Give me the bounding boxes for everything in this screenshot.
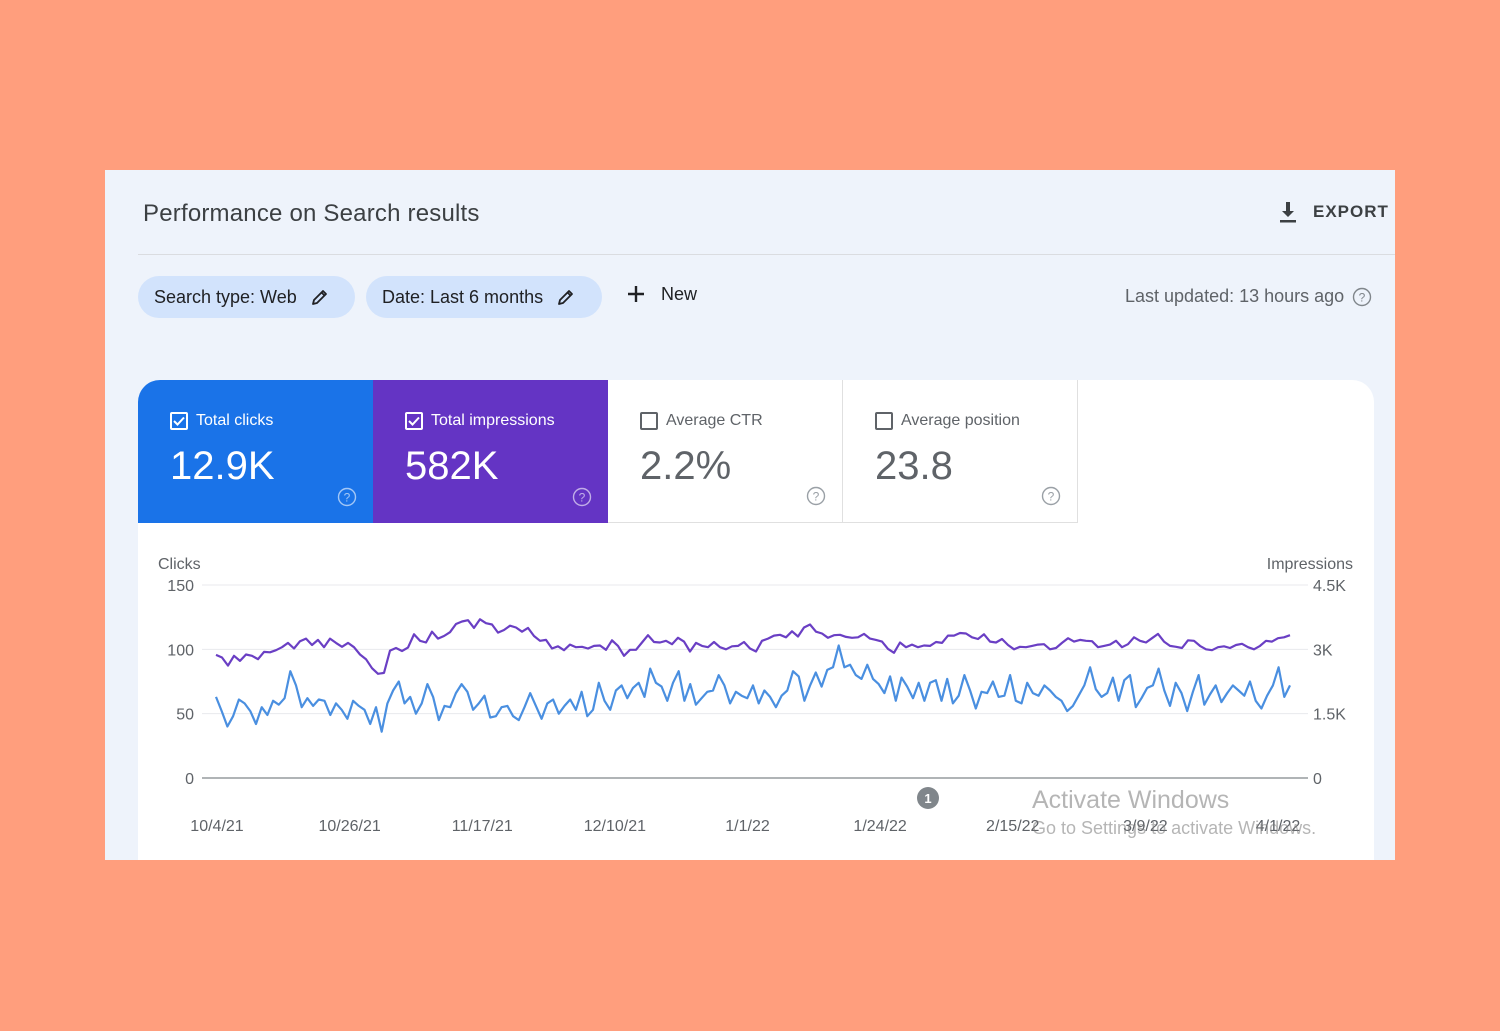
metric-value: 23.8 bbox=[875, 444, 953, 488]
metric-average-ctr[interactable]: Average CTR 2.2% ? bbox=[608, 380, 843, 523]
x-tick-label: 1/24/22 bbox=[853, 818, 906, 835]
y-left-axis-label: Clicks bbox=[158, 556, 201, 573]
help-icon[interactable]: ? bbox=[572, 487, 592, 507]
search-type-filter-chip[interactable]: Search type: Web bbox=[138, 276, 355, 318]
metric-total-impressions[interactable]: Total impressions 582K ? bbox=[373, 380, 608, 523]
activate-windows-watermark: Activate Windows bbox=[1032, 786, 1230, 814]
help-icon[interactable]: ? bbox=[1352, 287, 1372, 307]
x-tick-label: 11/17/21 bbox=[452, 818, 513, 835]
metric-value: 582K bbox=[405, 444, 499, 488]
x-tick-label: 10/26/21 bbox=[318, 818, 380, 835]
y-left-tick-label: 150 bbox=[167, 578, 194, 595]
svg-text:?: ? bbox=[1359, 290, 1366, 304]
svg-text:?: ? bbox=[344, 491, 351, 505]
date-filter-chip[interactable]: Date: Last 6 months bbox=[366, 276, 602, 318]
performance-panel: Performance on Search results EXPORT Sea… bbox=[105, 170, 1395, 860]
checkbox-unchecked-icon[interactable] bbox=[875, 412, 893, 430]
svg-text:?: ? bbox=[1048, 490, 1055, 504]
metric-label: Average position bbox=[901, 412, 1020, 429]
metric-value: 12.9K bbox=[170, 444, 275, 488]
metric-average-position[interactable]: Average position 23.8 ? bbox=[843, 380, 1078, 523]
page-title: Performance on Search results bbox=[143, 200, 480, 227]
y-right-tick-label: 4.5K bbox=[1313, 578, 1346, 595]
x-tick-label: 12/10/21 bbox=[584, 818, 646, 835]
annotation-marker: 1 bbox=[917, 787, 939, 809]
annotation-marker-circle[interactable] bbox=[917, 787, 939, 809]
checkbox-unchecked-icon[interactable] bbox=[640, 412, 658, 430]
y-left-tick-label: 0 bbox=[185, 771, 194, 788]
export-label: EXPORT bbox=[1313, 202, 1389, 221]
pencil-icon bbox=[558, 290, 573, 305]
x-tick-label: 3/9/22 bbox=[1123, 818, 1168, 835]
checkbox-checked-icon[interactable] bbox=[170, 412, 188, 430]
activate-windows-hint: Go to Settings to activate Windows. bbox=[1032, 818, 1317, 838]
annotation-marker-label: 1 bbox=[924, 791, 931, 806]
svg-text:?: ? bbox=[813, 490, 820, 504]
checkbox-checked-icon[interactable] bbox=[405, 412, 423, 430]
x-tick-label: 4/1/22 bbox=[1256, 818, 1301, 835]
y-right-tick-label: 0 bbox=[1313, 771, 1322, 788]
last-updated-text: Last updated: 13 hours ago bbox=[1125, 286, 1345, 306]
performance-chart: Clicks Impressions 0 50 100 150 0 1.5K 3K 4.5K 10/… bbox=[158, 556, 1353, 835]
last-updated: Last updated: 13 hours ago ? bbox=[1125, 286, 1372, 307]
y-left-tick-label: 100 bbox=[167, 642, 194, 659]
date-filter-label: Date: Last 6 months bbox=[382, 286, 544, 307]
help-icon[interactable]: ? bbox=[1041, 486, 1061, 506]
metric-label: Total clicks bbox=[196, 412, 274, 429]
y-right-tick-label: 3K bbox=[1313, 642, 1333, 659]
x-tick-label: 10/4/21 bbox=[190, 818, 243, 835]
metric-label: Average CTR bbox=[666, 412, 763, 429]
series-line-clicks bbox=[214, 644, 1291, 733]
help-icon[interactable]: ? bbox=[337, 487, 357, 507]
new-filter-label: New bbox=[661, 283, 698, 304]
series-line-impressions bbox=[215, 618, 1291, 675]
search-type-label: Search type: Web bbox=[154, 286, 297, 307]
performance-card: Total clicks 12.9K ? Total impressions 5… bbox=[138, 380, 1374, 860]
download-icon bbox=[1280, 202, 1296, 223]
y-right-tick-label: 1.5K bbox=[1313, 707, 1346, 724]
new-filter-button[interactable]: New bbox=[625, 283, 697, 305]
header-divider bbox=[138, 254, 1395, 255]
pencil-icon bbox=[311, 290, 327, 305]
metric-total-clicks[interactable]: Total clicks 12.9K ? bbox=[138, 380, 373, 523]
export-button[interactable]: EXPORT bbox=[1277, 200, 1389, 224]
help-icon[interactable]: ? bbox=[806, 486, 826, 506]
svg-text:?: ? bbox=[579, 491, 586, 505]
x-tick-label: 1/1/22 bbox=[725, 818, 770, 835]
metric-label: Total impressions bbox=[431, 412, 555, 429]
x-tick-label: 2/15/22 bbox=[986, 818, 1039, 835]
y-left-tick-label: 50 bbox=[176, 707, 194, 724]
y-right-axis-label: Impressions bbox=[1267, 556, 1353, 573]
plus-icon bbox=[628, 286, 644, 302]
metric-value: 2.2% bbox=[640, 444, 732, 488]
